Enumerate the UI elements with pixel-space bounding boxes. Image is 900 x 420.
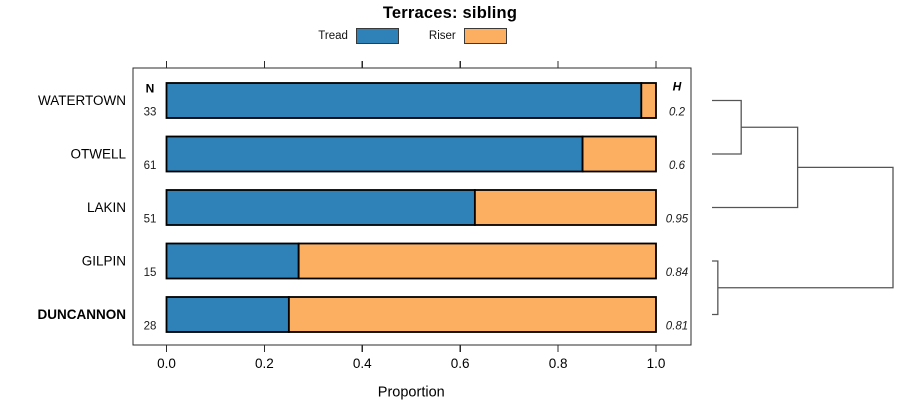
legend-label-tread: Tread	[318, 30, 348, 42]
dendrogram-link	[712, 126, 799, 209]
bar-segment-tread-duncannon	[165, 296, 290, 333]
legend-label-riser: Riser	[428, 30, 456, 42]
bar-segment-riser-otwell	[581, 135, 657, 173]
bar-segment-tread-lakin	[165, 189, 476, 226]
h-value-watertown: 0.2	[669, 107, 686, 119]
x-tick-label: 0.4	[353, 356, 372, 371]
chart-title: Terraces: sibling	[382, 4, 518, 22]
legend-swatch-riser	[463, 28, 507, 44]
dendrogram-link	[712, 260, 719, 316]
sample-count-lakin: 51	[144, 214, 157, 226]
dendrogram-link	[712, 99, 742, 155]
sample-count-watertown: 33	[144, 107, 157, 119]
site-label-watertown: WATERTOWN	[38, 93, 126, 108]
bar-segment-riser-watertown	[640, 82, 657, 119]
site-label-gilpin: GILPIN	[82, 254, 126, 269]
bar-segment-riser-duncannon	[287, 296, 657, 333]
h-value-duncannon: 0.81	[666, 321, 688, 333]
h-value-otwell: 0.6	[669, 160, 686, 172]
site-label-otwell: OTWELL	[70, 147, 126, 162]
legend-swatch-tread	[355, 28, 399, 44]
n-column-header: N	[146, 82, 155, 96]
bar-segment-riser-lakin	[473, 189, 657, 226]
x-tick-label: 0.0	[157, 356, 176, 371]
x-tick-label: 1.0	[647, 356, 666, 371]
x-axis-label: Proportion	[378, 385, 445, 401]
plot-frame	[132, 67, 692, 346]
x-tick-label: 0.8	[549, 356, 568, 371]
sample-count-gilpin: 15	[144, 267, 157, 279]
h-value-gilpin: 0.84	[666, 267, 688, 279]
bar-segment-riser-gilpin	[297, 242, 657, 280]
bar-segment-tread-watertown	[165, 82, 643, 119]
sample-count-duncannon: 28	[144, 321, 157, 333]
site-label-duncannon: DUNCANNON	[38, 307, 127, 322]
h-value-lakin: 0.95	[666, 214, 689, 226]
legend-item-tread: Tread	[318, 28, 399, 44]
legend: Tread Riser	[133, 28, 692, 44]
bar-segment-tread-gilpin	[165, 242, 300, 280]
dendrogram-link	[717, 166, 894, 289]
h-column-header: H	[673, 80, 682, 94]
x-tick-label: 0.2	[255, 356, 274, 371]
x-tick-label: 0.6	[451, 356, 470, 371]
sample-count-otwell: 61	[144, 160, 157, 172]
site-label-lakin: LAKIN	[87, 200, 126, 215]
bar-segment-tread-otwell	[165, 135, 584, 173]
legend-item-riser: Riser	[429, 28, 507, 44]
